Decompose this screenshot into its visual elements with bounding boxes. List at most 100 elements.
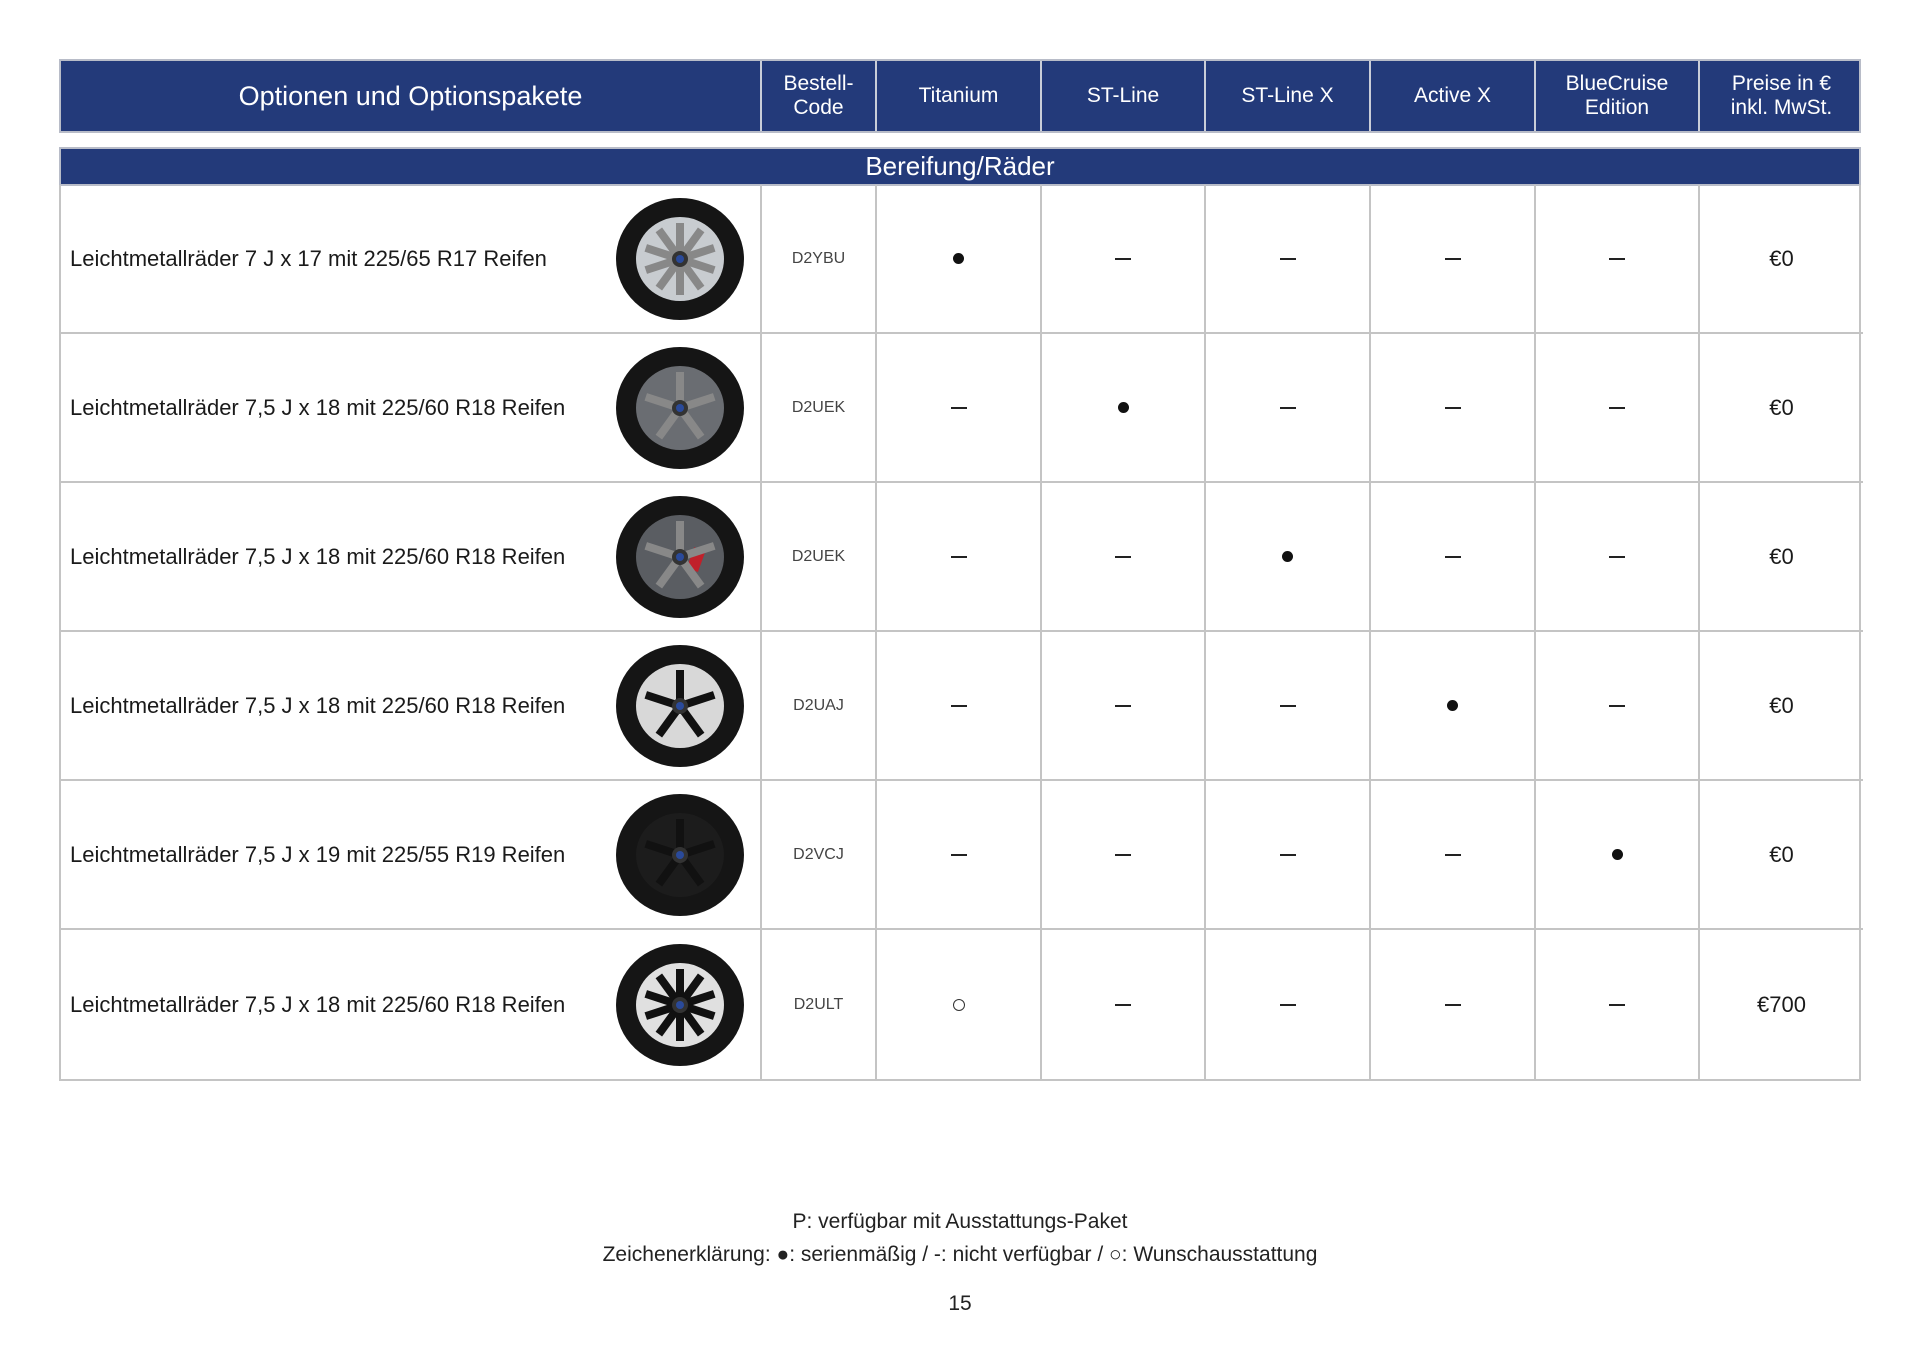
availability-cell: [875, 185, 1040, 334]
availability-cell: [1534, 781, 1698, 930]
column-header: ST-Line X: [1204, 61, 1369, 131]
not-available-dash-icon: [1609, 406, 1625, 409]
order-code: D2UAJ: [793, 696, 844, 714]
order-code-cell: D2YBU: [760, 185, 875, 334]
not-available-dash-icon: [1444, 853, 1461, 856]
wheel-image: [616, 346, 744, 469]
standard-dot-icon: [1117, 402, 1129, 413]
wheel-image: [616, 943, 744, 1066]
wheel-image: [616, 495, 744, 618]
not-available-dash-icon: [1609, 704, 1625, 707]
price: €0: [1769, 841, 1794, 867]
availability-cell: [1204, 930, 1369, 1079]
availability-cell: [875, 930, 1040, 1079]
not-available-dash-icon: [1279, 853, 1296, 856]
table-header: Optionen und Optionspakete Bestell- Code T…: [59, 59, 1861, 133]
table-row-description: Leichtmetallräder 7,5 J x 18 mit 225/60 …: [61, 632, 760, 781]
table-row-description: Leichtmetallräder 7,5 J x 18 mit 225/60 …: [61, 334, 760, 483]
order-code: D2ULT: [793, 995, 844, 1013]
price: €0: [1769, 245, 1794, 271]
price: €0: [1769, 394, 1794, 420]
section-header: Bereifung/Räder: [59, 147, 1861, 186]
standard-dot-icon: [1611, 849, 1623, 860]
price: €0: [1769, 543, 1794, 569]
standard-dot-icon: [953, 253, 964, 264]
availability-cell: [1040, 781, 1204, 930]
not-available-dash-icon: [1444, 555, 1461, 558]
availability-cell: [1369, 483, 1534, 632]
not-available-dash-icon: [1444, 1003, 1461, 1006]
availability-cell: [1204, 781, 1369, 930]
availability-cell: [1369, 930, 1534, 1079]
not-available-dash-icon: [1115, 853, 1131, 856]
column-header: Bestell- Code: [760, 61, 875, 131]
order-code: D2UEK: [791, 547, 846, 565]
not-available-dash-icon: [1609, 1003, 1625, 1006]
not-available-dash-icon: [1279, 257, 1296, 260]
order-code: D2VCJ: [793, 845, 844, 863]
availability-cell: [1534, 185, 1698, 334]
price-cell: €0: [1698, 781, 1863, 930]
optional-circle-icon: [952, 998, 965, 1011]
option-label: Leichtmetallräder 7 J x 17 mit 225/65 R1…: [70, 245, 547, 271]
not-available-dash-icon: [1115, 555, 1131, 558]
availability-cell: [1040, 185, 1204, 334]
option-label: Leichtmetallräder 7,5 J x 18 mit 225/60 …: [70, 394, 566, 420]
not-available-dash-icon: [950, 406, 967, 409]
order-code: D2UEK: [791, 398, 846, 416]
availability-cell: [1204, 185, 1369, 334]
option-label: Leichtmetallräder 7,5 J x 19 mit 225/55 …: [70, 841, 566, 867]
not-available-dash-icon: [950, 853, 967, 856]
table-row-description: Leichtmetallräder 7,5 J x 18 mit 225/60 …: [61, 483, 760, 632]
not-available-dash-icon: [1115, 1003, 1131, 1006]
not-available-dash-icon: [950, 555, 967, 558]
availability-cell: [875, 632, 1040, 781]
standard-dot-icon: [1447, 700, 1458, 711]
option-label: Leichtmetallräder 7,5 J x 18 mit 225/60 …: [70, 692, 566, 718]
availability-cell: [1534, 632, 1698, 781]
price: €0: [1769, 692, 1794, 718]
order-code: D2YBU: [791, 249, 846, 267]
standard-dot-icon: [1282, 551, 1293, 562]
wheel-image: [616, 793, 744, 916]
availability-cell: [1040, 632, 1204, 781]
availability-cell: [1040, 334, 1204, 483]
availability-cell: [1204, 334, 1369, 483]
availability-cell: [1534, 483, 1698, 632]
options-table: Leichtmetallräder 7 J x 17 mit 225/65 R1…: [59, 185, 1863, 1081]
order-code-cell: D2UEK: [760, 334, 875, 483]
order-code-cell: D2UEK: [760, 483, 875, 632]
not-available-dash-icon: [1279, 704, 1296, 707]
availability-cell: [1534, 334, 1698, 483]
availability-cell: [875, 781, 1040, 930]
availability-cell: [1369, 632, 1534, 781]
availability-cell: [1204, 632, 1369, 781]
availability-cell: [875, 483, 1040, 632]
price-cell: €0: [1698, 185, 1863, 334]
not-available-dash-icon: [1115, 704, 1131, 707]
availability-cell: [1204, 483, 1369, 632]
wheel-image: [616, 197, 744, 320]
availability-cell: [1369, 781, 1534, 930]
not-available-dash-icon: [1609, 555, 1625, 558]
column-header: Optionen und Optionspakete: [238, 81, 583, 111]
footer-legend: Zeichenerklärung: ●: serienmäßig / -: ni…: [602, 1243, 1318, 1266]
not-available-dash-icon: [1115, 257, 1131, 260]
table-row-description: Leichtmetallräder 7 J x 17 mit 225/65 R1…: [61, 185, 760, 334]
column-header: BlueCruise Edition: [1534, 61, 1698, 131]
order-code-cell: D2VCJ: [760, 781, 875, 930]
price-cell: €0: [1698, 632, 1863, 781]
not-available-dash-icon: [1444, 406, 1461, 409]
availability-cell: [875, 334, 1040, 483]
not-available-dash-icon: [1609, 257, 1625, 260]
table-row-description: Leichtmetallräder 7,5 J x 18 mit 225/60 …: [61, 930, 760, 1079]
column-header: Active X: [1369, 61, 1534, 131]
wheel-image: [616, 644, 744, 767]
availability-cell: [1040, 483, 1204, 632]
price: €700: [1757, 991, 1806, 1017]
price-cell: €0: [1698, 334, 1863, 483]
not-available-dash-icon: [1279, 406, 1296, 409]
option-label: Leichtmetallräder 7,5 J x 18 mit 225/60 …: [70, 991, 566, 1017]
availability-cell: [1534, 930, 1698, 1079]
price-cell: €0: [1698, 483, 1863, 632]
